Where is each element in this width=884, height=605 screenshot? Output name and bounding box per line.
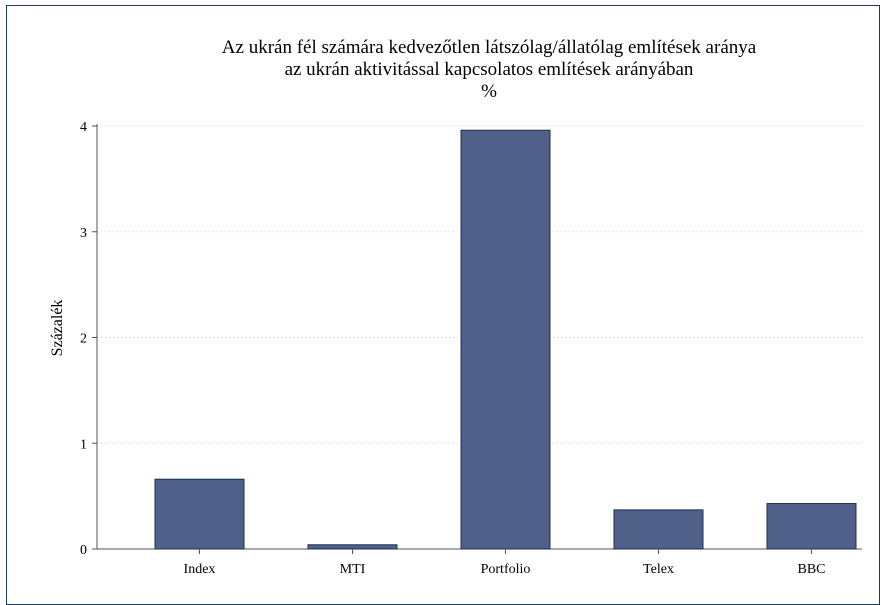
title-line-1: Az ukrán fél számára kedvezőtlen látszól… [222,37,757,58]
y-tick-label-4: 4 [80,120,87,135]
bar-index [154,478,245,550]
x-tick-label-bbc: BBC [797,562,825,577]
x-ticks: Index MTI Portfolio Telex BBC [184,549,826,577]
title-line-2: az ukrán aktivitással kapcsolatos említé… [285,59,694,80]
y-tick-label-1: 1 [80,437,87,452]
x-tick-label-mti: MTI [340,562,366,577]
y-axis-label: Százalék [49,300,66,357]
x-tick-label-index: Index [184,562,216,577]
x-tick-label-portfolio: Portfolio [481,562,531,577]
chart-title: Az ukrán fél számára kedvezőtlen látszól… [222,37,757,102]
title-line-3: % [481,81,497,102]
bar-mti [307,544,398,550]
x-tick-label-telex: Telex [643,562,674,577]
chart-frame [6,5,880,605]
bar-portfolio [460,129,551,550]
bars [154,129,857,550]
bar-telex [613,509,704,550]
bar-bbc [766,503,857,550]
y-tick-label-3: 3 [80,226,87,241]
y-tick-label-2: 2 [80,332,87,347]
y-tick-label-0: 0 [80,543,87,558]
y-ticks: 0 1 2 3 4 [80,120,97,558]
